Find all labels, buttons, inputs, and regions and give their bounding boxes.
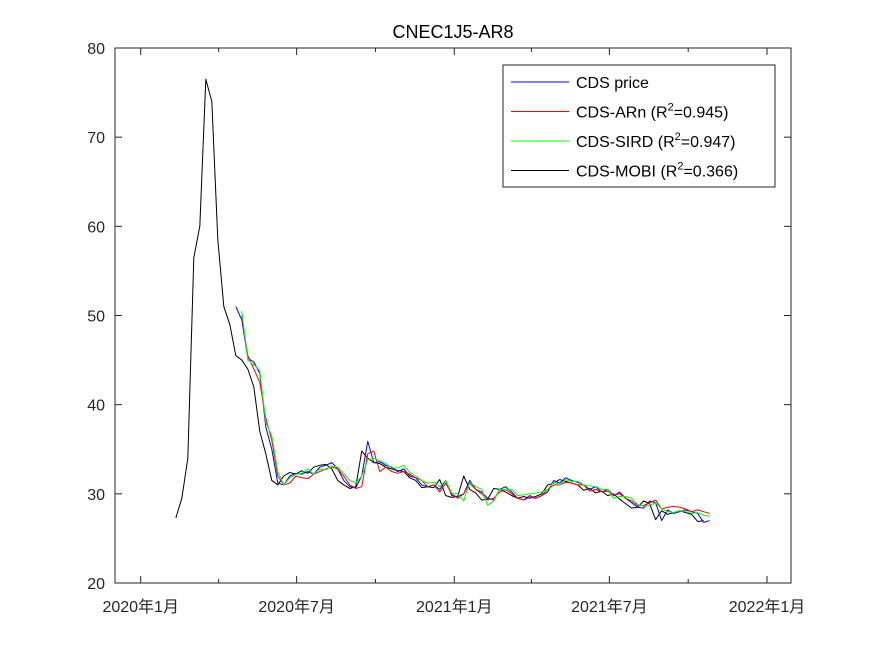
y-tick-label: 60 <box>87 219 105 236</box>
x-tick-label: 2021年7月 <box>571 598 648 616</box>
legend: CDS price CDS-ARn (R2=0.945) CDS-SIRD (R2=… <box>502 64 776 188</box>
chart-title: CNEC1J5-AR8 <box>392 22 513 42</box>
y-tick-label: 30 <box>87 487 105 504</box>
legend-label: CDS-SIRD (R2=0.947) <box>576 131 736 151</box>
x-tick-label: 2022年1月 <box>729 598 806 616</box>
y-tick-label: 50 <box>87 309 105 326</box>
y-tick-label: 20 <box>87 576 105 593</box>
series-line-cds-arn <box>241 315 710 514</box>
legend-label: CDS-MOBI (R2=0.366) <box>576 161 738 181</box>
y-tick-label: 80 <box>87 41 105 58</box>
legend-label: CDS price <box>576 75 649 92</box>
series-line-cds-sird <box>241 310 710 517</box>
y-tick-label: 70 <box>87 130 105 147</box>
x-tick-label: 2020年1月 <box>102 598 179 616</box>
series-layer <box>175 78 710 523</box>
x-tick-label: 2020年7月 <box>258 598 335 616</box>
legend-label: CDS-ARn (R2=0.945) <box>576 102 728 122</box>
y-tick-label: 40 <box>87 398 105 415</box>
legend-box <box>502 64 776 188</box>
series-line-cds-mobi <box>175 78 704 522</box>
x-tick-label: 2021年1月 <box>416 598 493 616</box>
axes-layer: 20 30 40 50 60 70 80 2020年1月 2020年7月 2021年1月 2021年… <box>87 41 805 616</box>
